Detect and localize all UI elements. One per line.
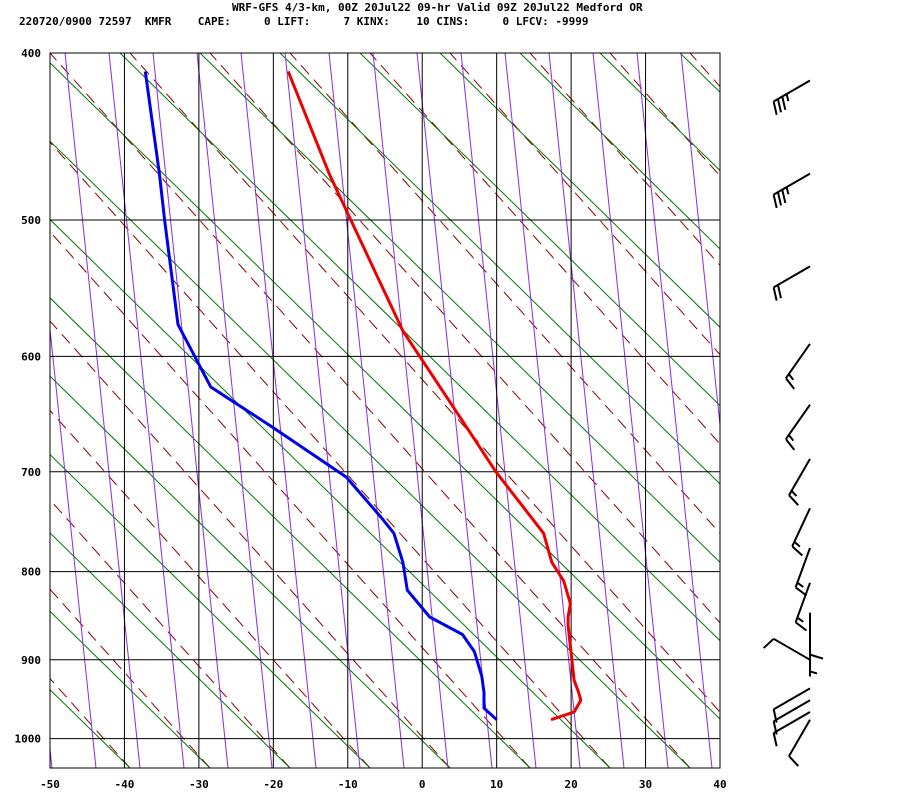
x-tick-label: -40 xyxy=(115,778,135,791)
moist-adiabat xyxy=(50,62,720,720)
moist-adiabat xyxy=(679,53,720,93)
wind-barb xyxy=(772,172,811,209)
mixing-ratio-line xyxy=(64,53,141,768)
wind-barb xyxy=(794,547,811,597)
dry-adiabat xyxy=(50,409,371,768)
dry-adiabat xyxy=(449,53,720,356)
dry-adiabat xyxy=(50,231,531,768)
pressure-tick-label: 900 xyxy=(21,654,41,667)
x-tick-label: -50 xyxy=(40,778,60,791)
moist-adiabat xyxy=(439,53,720,328)
dry-adiabat xyxy=(209,53,720,624)
dry-adiabat xyxy=(50,499,291,768)
moist-adiabat xyxy=(359,53,720,407)
mixing-ratio-line xyxy=(592,53,669,768)
mixing-ratio-line xyxy=(504,53,581,768)
mixing-ratio-line xyxy=(725,53,800,768)
background-lines xyxy=(0,53,900,768)
moist-adiabat xyxy=(50,610,211,768)
dry-adiabat xyxy=(609,53,720,177)
dry-adiabat xyxy=(529,53,720,267)
dry-adiabat xyxy=(770,53,900,768)
x-tick-label: -10 xyxy=(338,778,358,791)
pressure-tick-label: 400 xyxy=(21,47,41,60)
wind-barb xyxy=(791,507,811,557)
temperature-profile xyxy=(286,70,583,722)
mixing-ratio-line xyxy=(460,53,537,768)
dewpoint-profile xyxy=(143,71,498,721)
moist-adiabat xyxy=(199,53,720,564)
pressure-tick-label: 700 xyxy=(21,466,41,479)
plot-border xyxy=(49,52,721,769)
wind-barb xyxy=(788,719,811,767)
wind-barb xyxy=(788,458,811,506)
wind-barb xyxy=(772,265,811,301)
mixing-ratio-line xyxy=(548,53,625,768)
moist-adiabat xyxy=(50,140,691,768)
y-tick-labels: 400 500 600 700 800 900 1000 xyxy=(15,47,42,746)
wind-barb xyxy=(772,711,811,747)
mixing-ratio-line xyxy=(680,53,720,430)
wind-barb xyxy=(809,634,818,677)
wind-barb xyxy=(785,343,811,390)
mixing-ratio-line xyxy=(240,53,317,768)
pressure-tick-label: 1000 xyxy=(15,733,42,746)
wind-barb xyxy=(809,612,824,660)
grid xyxy=(49,52,721,768)
header-stats: 220720/0900 72597 KMFR CAPE: 0 LIFT: 7 K… xyxy=(19,15,589,28)
dry-adiabat xyxy=(689,53,720,88)
wind-barb xyxy=(794,582,811,632)
moist-adiabat xyxy=(840,53,900,768)
moist-adiabat xyxy=(50,688,131,768)
dry-adiabat xyxy=(369,53,720,445)
pressure-tick-label: 500 xyxy=(21,214,41,227)
moist-adiabat xyxy=(760,53,900,768)
dry-adiabat xyxy=(50,320,451,768)
mixing-ratio-line xyxy=(813,53,888,768)
moist-adiabat xyxy=(50,532,291,768)
moist-adiabat xyxy=(279,53,720,485)
dry-adiabat xyxy=(850,53,900,768)
mixing-ratio-line xyxy=(857,53,900,768)
mixing-ratio-line xyxy=(108,53,185,768)
moist-adiabat xyxy=(519,53,720,250)
mixing-ratio-line xyxy=(152,53,229,768)
mixing-ratio-line xyxy=(636,53,713,768)
profiles xyxy=(143,70,583,722)
wind-barb xyxy=(762,637,811,661)
x-tick-label: 30 xyxy=(639,778,652,791)
wind-barb xyxy=(785,404,811,451)
header-title: WRF-GFS 4/3-km, 00Z 20Jul22 09-hr Valid … xyxy=(232,1,643,14)
dry-adiabat xyxy=(129,53,720,713)
mixing-ratio-line xyxy=(0,53,8,768)
x-tick-label: -30 xyxy=(189,778,209,791)
moist-adiabat xyxy=(119,53,720,642)
dry-adiabat xyxy=(289,53,720,535)
moist-adiabat xyxy=(50,375,451,768)
mixing-ratio-line xyxy=(328,53,405,768)
dry-adiabat xyxy=(50,53,691,768)
wind-barb xyxy=(772,79,811,116)
x-tick-label: -20 xyxy=(263,778,283,791)
pressure-tick-label: 600 xyxy=(21,350,41,363)
mixing-ratio-line xyxy=(50,324,97,768)
dry-adiabat xyxy=(50,588,211,768)
x-tick-label: 40 xyxy=(713,778,726,791)
x-tick-label: 0 xyxy=(419,778,426,791)
mixing-ratio-line xyxy=(196,53,273,768)
dry-adiabat xyxy=(50,141,611,768)
wind-barbs xyxy=(762,79,824,767)
x-tick-labels: -50 -40 -30 -20 -10 0 10 20 30 40 xyxy=(40,778,727,791)
mixing-ratio-line xyxy=(372,53,449,768)
pressure-tick-label: 800 xyxy=(21,566,41,579)
dry-adiabat xyxy=(50,677,131,768)
moist-adiabat xyxy=(50,297,531,768)
x-tick-label: 10 xyxy=(490,778,503,791)
plot-frame xyxy=(49,52,721,769)
x-tick-label: 20 xyxy=(564,778,577,791)
moist-adiabat xyxy=(50,453,371,768)
header: WRF-GFS 4/3-km, 00Z 20Jul22 09-hr Valid … xyxy=(0,0,900,32)
